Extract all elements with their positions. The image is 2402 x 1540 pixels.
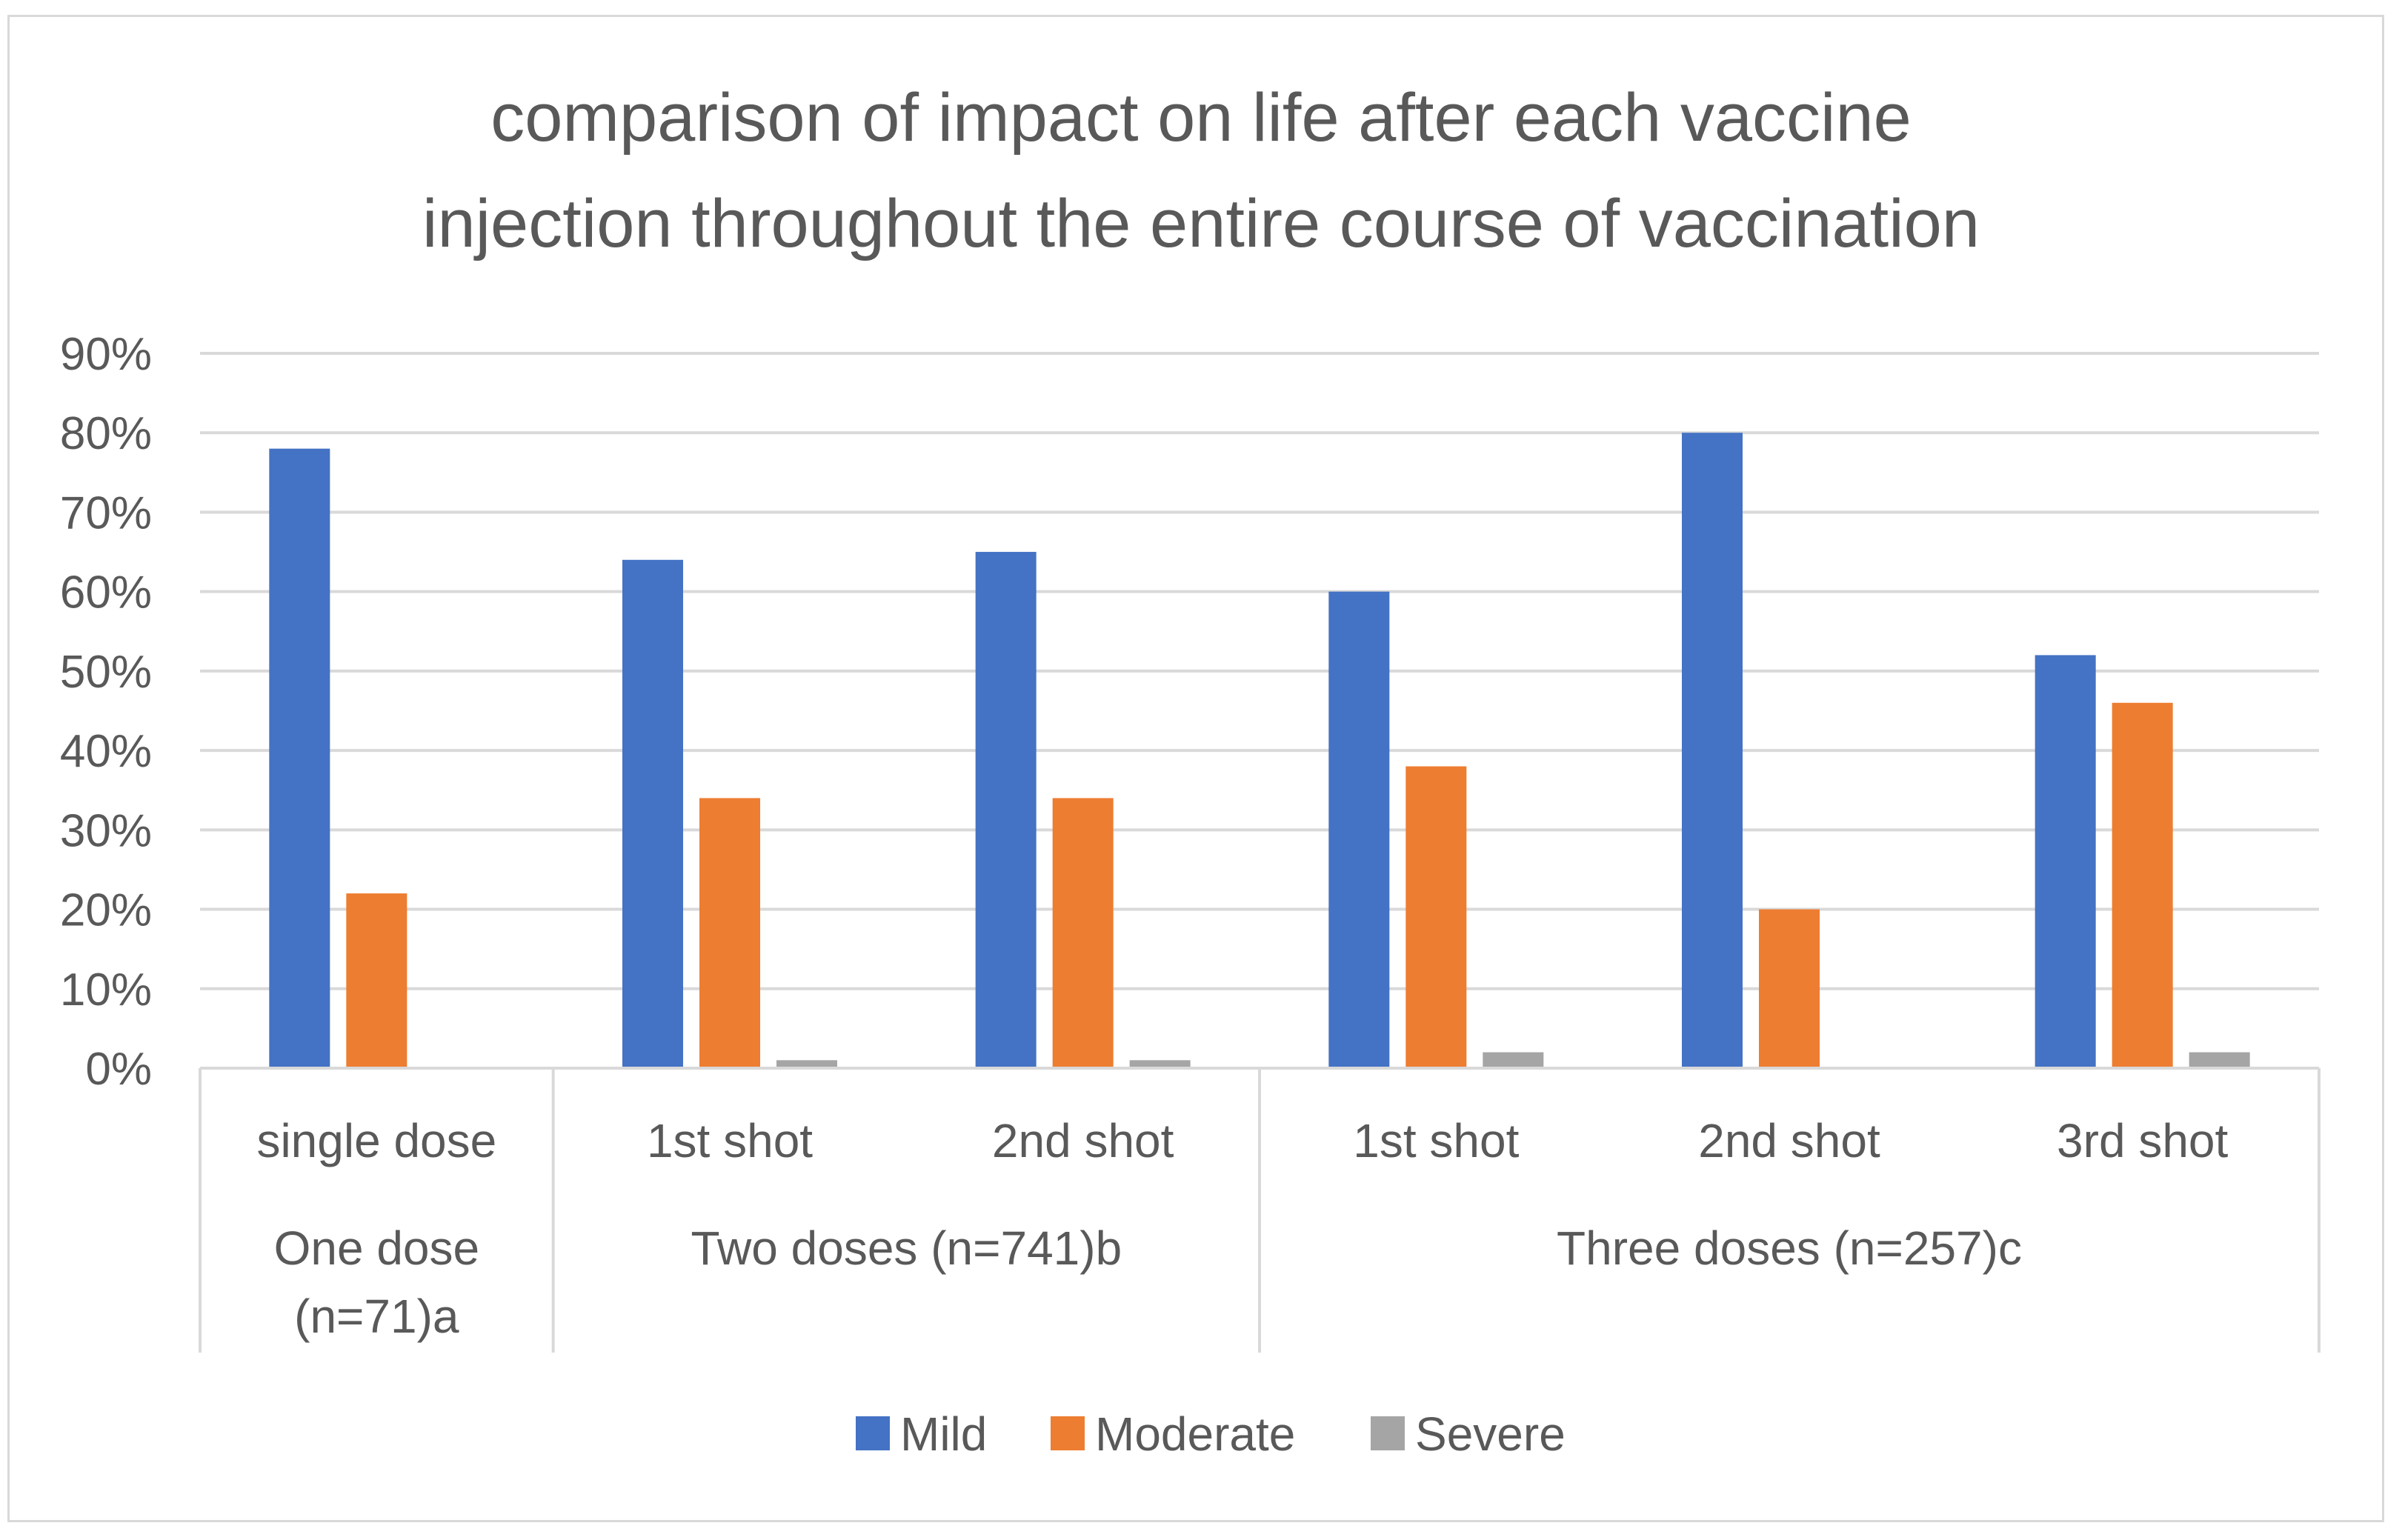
bar-mild [975, 552, 1037, 1068]
y-tick-label: 10% [60, 964, 152, 1016]
bar-mild [1682, 433, 1743, 1068]
x-group-label: One dose [274, 1221, 480, 1275]
chart-title-line-1: comparison of impact on life after each … [490, 80, 1912, 156]
legend-swatch-moderate [1051, 1416, 1085, 1450]
bar-severe [776, 1060, 837, 1068]
y-tick-label: 90% [60, 329, 152, 380]
legend-swatch-severe [1371, 1416, 1405, 1450]
x-group-label: Three doses (n=257)c [1557, 1221, 2022, 1275]
bar-severe [2189, 1052, 2250, 1068]
x-category-label: 1st shot [1353, 1114, 1519, 1167]
legend-label-mild: Mild [900, 1407, 987, 1461]
bar-moderate [2112, 702, 2173, 1068]
x-category-label: 2nd shot [1698, 1114, 1880, 1167]
y-tick-label: 80% [60, 408, 152, 459]
bar-severe [1483, 1052, 1544, 1068]
y-tick-label: 40% [60, 726, 152, 777]
bar-mild [1328, 591, 1390, 1068]
bars [269, 433, 2250, 1068]
chart-frame [7, 15, 2384, 1522]
bar-moderate [1052, 798, 1114, 1068]
y-tick-label: 60% [60, 567, 152, 619]
bar-moderate [699, 798, 760, 1068]
bar-severe [1129, 1060, 1191, 1068]
x-group-label: Two doses (n=741)b [691, 1221, 1122, 1275]
legend-label-moderate: Moderate [1095, 1407, 1295, 1461]
legend-label-severe: Severe [1415, 1407, 1566, 1461]
bar-moderate [1405, 766, 1467, 1068]
chart-title-line-2: injection throughout the entire course o… [422, 186, 1980, 261]
chart-title: comparison of impact on life after each … [422, 80, 1980, 261]
y-tick-label: 20% [60, 885, 152, 936]
y-axis-ticks: 0% 10% 20% 30% 40% 50% 60% 70% 80% 90% [60, 329, 152, 1095]
legend: Mild Moderate Severe [856, 1407, 1566, 1461]
x-group-label: (n=71)a [294, 1290, 459, 1343]
bar-mild [2035, 655, 2096, 1068]
x-category-label: 3rd shot [2057, 1114, 2228, 1167]
y-tick-label: 50% [60, 647, 152, 698]
bar-moderate [346, 893, 407, 1068]
x-category-label: single dose [256, 1114, 496, 1167]
bar-mild [622, 559, 683, 1068]
x-category-label: 2nd shot [992, 1114, 1174, 1167]
bar-mild [269, 448, 330, 1068]
gridlines [200, 352, 2319, 1070]
legend-swatch-mild [856, 1416, 890, 1450]
bar-moderate [1759, 909, 1820, 1068]
y-tick-label: 70% [60, 487, 152, 539]
y-tick-label: 30% [60, 805, 152, 856]
y-tick-label: 0% [85, 1044, 152, 1095]
x-axis: single dose 1st shot 2nd shot 1st shot 2nd s… [199, 1067, 2321, 1353]
x-category-label: 1st shot [647, 1114, 813, 1167]
